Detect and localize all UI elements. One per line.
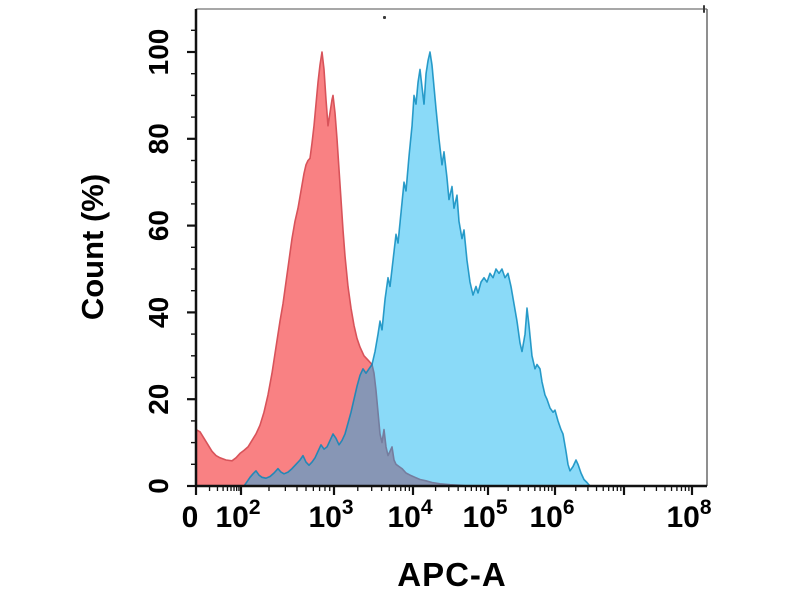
x-tick-label: 102	[215, 496, 260, 534]
x-tick-label: 0	[182, 501, 199, 534]
x-tick-label: 108	[666, 496, 711, 534]
tick-labels-layer: 0 20 40 60 80 100 0 102 103 104 105 106 108	[143, 29, 712, 534]
scan-speck	[703, 5, 705, 13]
x-tick-label: 103	[308, 496, 353, 534]
y-tick-label: 0	[143, 478, 174, 494]
x-axis-title: APC-A	[397, 556, 507, 593]
y-tick-label: 60	[143, 210, 174, 241]
y-axis-title: Count (%)	[75, 174, 110, 320]
y-tick-label: 40	[143, 297, 174, 328]
x-tick-label: 105	[462, 496, 507, 534]
scan-artifacts-layer	[383, 5, 705, 19]
blue-population-area	[243, 51, 591, 487]
x-tick-label: 106	[529, 496, 574, 534]
series-layer	[195, 51, 591, 487]
y-tick-label: 20	[143, 384, 174, 415]
y-tick-label: 100	[143, 29, 174, 76]
x-tick-label: 104	[387, 496, 432, 534]
scan-speck	[383, 16, 386, 19]
ticks-layer	[187, 29, 694, 495]
y-tick-label: 80	[143, 123, 174, 154]
red-population-area	[195, 51, 469, 487]
